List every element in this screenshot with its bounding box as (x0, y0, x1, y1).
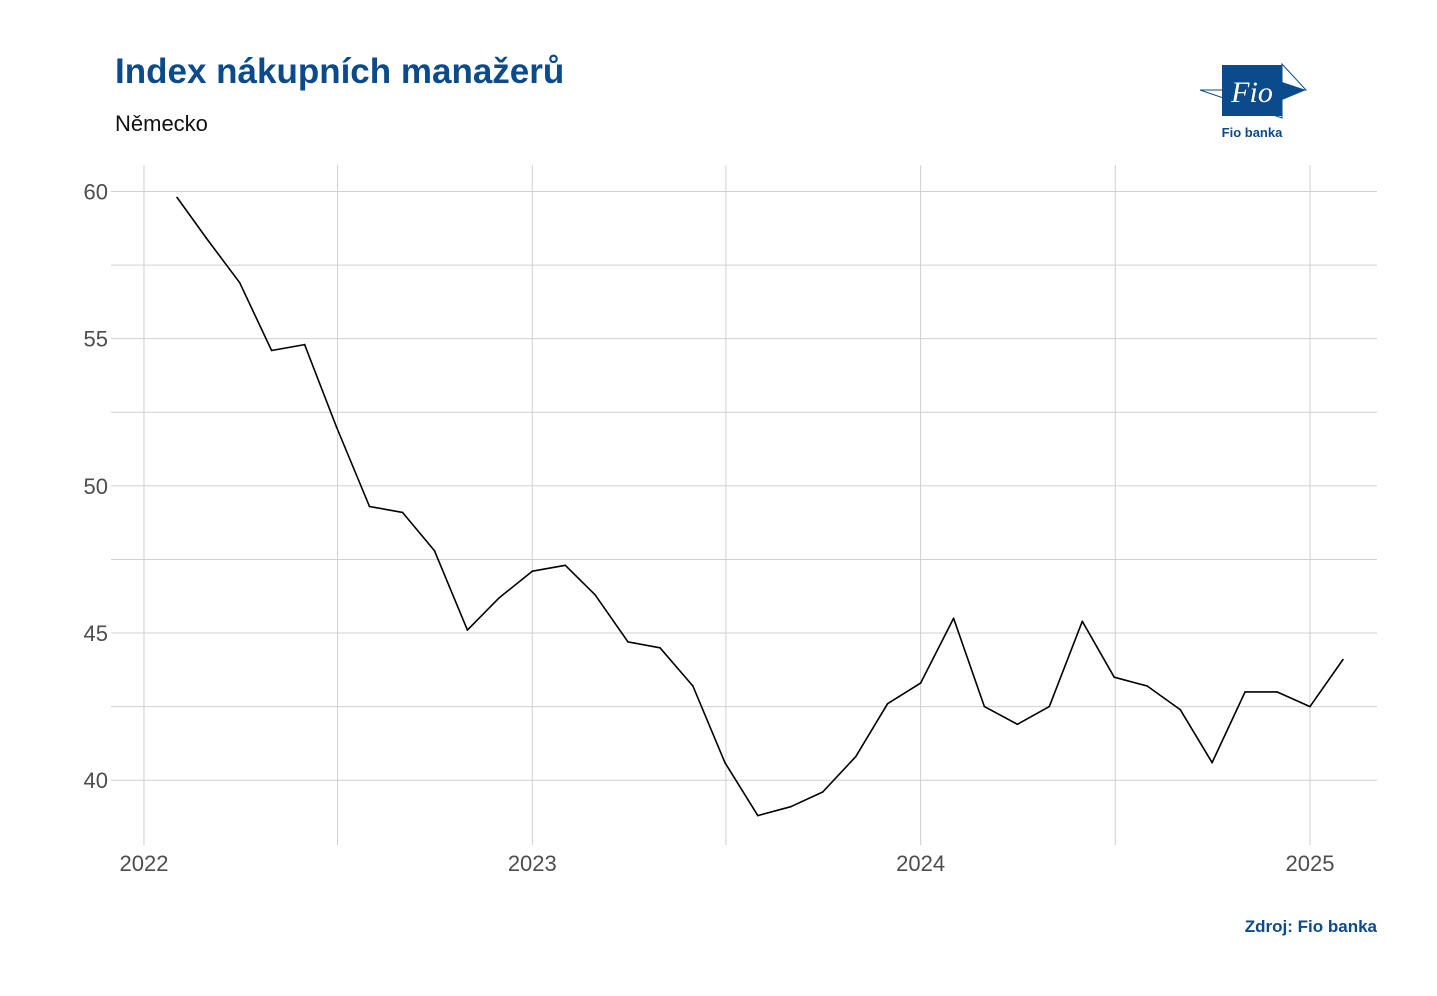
data-point (1146, 685, 1148, 687)
source-note: Zdroj: Fio banka (1244, 917, 1377, 936)
chart-title: Index nákupních manažerů (115, 52, 565, 91)
data-point (498, 596, 501, 599)
data-point (1276, 691, 1278, 693)
chart-grid (111, 165, 1377, 845)
data-point (303, 343, 306, 346)
data-point (919, 682, 922, 684)
x-tick-label: 2023 (508, 851, 557, 876)
y-tick-label: 50 (84, 474, 108, 499)
data-point (594, 594, 596, 596)
data-point (1211, 761, 1213, 764)
chart-subtitle: Německo (115, 111, 208, 136)
data-point (1113, 676, 1115, 678)
x-tick-label: 2022 (120, 851, 169, 876)
y-axis-ticks: 40 45 50 55 60 (84, 179, 108, 793)
data-point (176, 196, 178, 199)
y-tick-label: 60 (84, 179, 108, 204)
data-point (724, 761, 726, 764)
data-point (564, 564, 567, 567)
data-point (1048, 705, 1051, 708)
y-tick-label: 45 (84, 621, 108, 646)
data-point (433, 549, 436, 552)
data-point (1244, 691, 1246, 693)
logo-flag (1222, 65, 1282, 116)
data-point (1081, 620, 1084, 623)
data-point (821, 791, 824, 793)
data-point (1179, 708, 1181, 711)
data-point (659, 647, 661, 649)
data-point (886, 702, 889, 705)
data-point (790, 805, 792, 808)
logo-label: Fio banka (1221, 125, 1283, 140)
data-point (854, 755, 857, 758)
data-point (205, 237, 208, 240)
data-point (627, 641, 629, 643)
fio-logo: Fio (1199, 62, 1308, 119)
data-point (692, 685, 694, 687)
data-point (401, 511, 404, 514)
x-tick-label: 2024 (896, 851, 945, 876)
series-points (176, 196, 1344, 817)
data-point (238, 281, 241, 284)
data-point (1342, 658, 1344, 661)
data-point (757, 814, 759, 817)
data-point (952, 617, 955, 620)
x-axis-ticks: 2022 2023 2024 2025 (120, 851, 1335, 876)
data-point (466, 629, 469, 631)
data-point (368, 505, 371, 508)
data-point (983, 705, 986, 708)
x-tick-label: 2025 (1285, 851, 1334, 876)
data-point (270, 349, 273, 352)
series-line (176, 196, 1344, 817)
data-point (531, 570, 534, 572)
logo-flag-tip (1282, 82, 1306, 100)
data-point (335, 426, 338, 428)
logo-mark-text: Fio (1230, 76, 1273, 109)
y-tick-label: 55 (84, 327, 108, 352)
y-tick-label: 40 (84, 768, 108, 793)
data-point (1309, 705, 1311, 708)
data-point (1016, 723, 1019, 726)
